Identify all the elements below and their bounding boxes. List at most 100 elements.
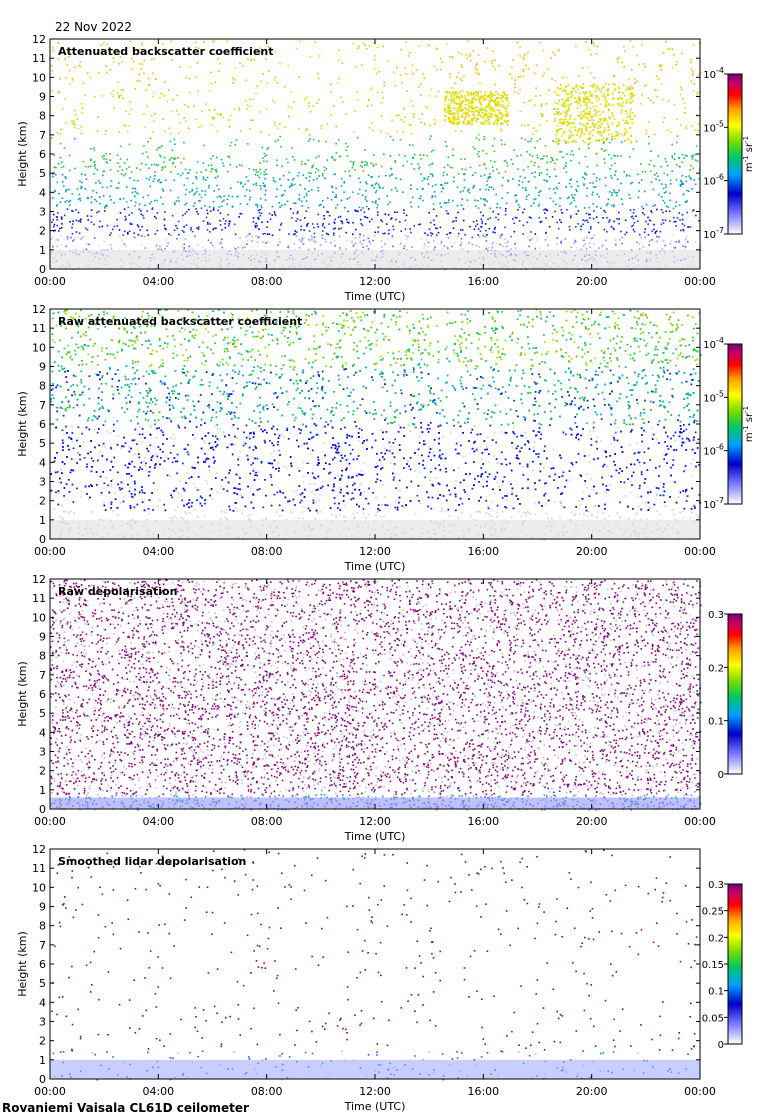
- heatmap-cell: [282, 174, 285, 177]
- cloud-cell: [450, 92, 453, 94]
- heatmap-cell: [87, 197, 90, 199]
- heatmap-cell: [654, 232, 657, 234]
- cloud-cell: [585, 122, 588, 125]
- heatmap-cell: [543, 155, 545, 157]
- heatmap-cell: [293, 159, 296, 161]
- heatmap-cell: [121, 61, 123, 63]
- heatmap-cell: [267, 146, 270, 149]
- heatmap-cell: [210, 82, 213, 85]
- cloud-cell: [497, 93, 499, 96]
- heatmap-cell: [518, 206, 521, 208]
- heatmap-cell: [255, 235, 257, 237]
- heatmap-cell: [513, 90, 516, 93]
- heatmap-cell: [311, 240, 313, 242]
- heatmap-cell: [195, 41, 197, 44]
- heatmap-cell: [592, 203, 594, 205]
- heatmap-cell: [652, 188, 655, 191]
- heatmap-cell: [255, 184, 258, 187]
- heatmap-cell: [643, 213, 646, 216]
- heatmap-cell: [571, 196, 574, 199]
- y-tick-label: 7: [39, 129, 46, 142]
- colorbar-tick-label: 10-5: [703, 119, 724, 134]
- heatmap-cell: [216, 130, 219, 133]
- cloud-cell: [584, 128, 587, 130]
- heatmap-cell: [354, 110, 356, 112]
- cloud-cell: [557, 113, 559, 116]
- heatmap-cell: [318, 98, 321, 101]
- cloud-cell: [603, 127, 606, 129]
- heatmap-cell: [226, 170, 229, 173]
- heatmap-cell: [565, 171, 568, 174]
- heatmap-cell: [128, 230, 131, 233]
- heatmap-cell: [675, 241, 677, 243]
- heatmap-cell: [210, 158, 212, 160]
- cloud-cell: [570, 126, 573, 129]
- heatmap-cell: [512, 178, 514, 180]
- heatmap-cell: [121, 169, 124, 171]
- heatmap-cell: [257, 171, 260, 173]
- heatmap-cell: [116, 154, 119, 156]
- heatmap-cell: [86, 72, 89, 74]
- heatmap-cell: [375, 182, 378, 184]
- cloud-cell: [470, 101, 473, 103]
- heatmap-cell: [306, 96, 308, 99]
- heatmap-cell: [185, 76, 187, 79]
- heatmap-cell: [496, 242, 498, 245]
- heatmap-cell: [140, 210, 142, 212]
- cloud-cell: [446, 95, 448, 98]
- heatmap-cell: [621, 203, 624, 205]
- heatmap-cell: [600, 118, 603, 121]
- heatmap-cell: [616, 194, 618, 197]
- cloud-cell: [450, 101, 453, 103]
- heatmap-cell: [352, 233, 354, 236]
- heatmap-cell: [482, 234, 485, 237]
- heatmap-cell: [689, 177, 692, 179]
- heatmap-cell: [634, 82, 636, 84]
- heatmap-cell: [514, 79, 516, 81]
- heatmap-cell: [385, 223, 388, 225]
- heatmap-cell: [68, 204, 71, 206]
- heatmap-cell: [298, 199, 301, 201]
- heatmap-cell: [483, 203, 486, 206]
- y-tick-label: 5: [39, 167, 46, 180]
- heatmap-cell: [640, 237, 642, 239]
- heatmap-cell: [260, 206, 263, 209]
- heatmap-cell: [514, 194, 516, 197]
- heatmap-cell: [128, 166, 130, 168]
- cloud-cell: [470, 91, 472, 94]
- heatmap-cell: [585, 41, 587, 44]
- heatmap-cell: [687, 190, 690, 192]
- heatmap-cell: [441, 248, 444, 250]
- heatmap-cell: [570, 159, 572, 162]
- heatmap-cell: [177, 196, 180, 199]
- heatmap-cell: [354, 169, 356, 171]
- cloud-cell: [488, 118, 490, 121]
- heatmap-cell: [493, 161, 496, 163]
- heatmap-cell: [331, 157, 334, 159]
- heatmap-cell: [449, 73, 451, 75]
- heatmap-cell: [293, 101, 295, 103]
- heatmap-cell: [141, 226, 143, 228]
- heatmap-cell: [669, 131, 672, 134]
- heatmap-cell: [361, 224, 364, 227]
- heatmap-cell: [61, 173, 64, 176]
- heatmap-cell: [122, 234, 125, 236]
- heatmap-cell: [575, 45, 577, 48]
- heatmap-cell: [246, 203, 249, 205]
- heatmap-cell: [375, 200, 377, 202]
- heatmap-cell: [509, 73, 511, 75]
- heatmap-cell: [693, 90, 695, 92]
- heatmap-cell: [298, 197, 300, 200]
- heatmap-cell: [99, 182, 101, 184]
- heatmap-cell: [90, 215, 93, 218]
- heatmap-cell: [195, 118, 198, 121]
- heatmap-cell: [686, 155, 688, 157]
- y-tick-label: 0: [39, 263, 46, 276]
- heatmap-cell: [560, 209, 563, 211]
- heatmap-cell: [308, 238, 310, 241]
- heatmap-cell: [150, 200, 153, 203]
- cloud-cell: [504, 114, 507, 117]
- heatmap-cell: [684, 247, 686, 249]
- heatmap-cell: [614, 155, 617, 157]
- heatmap-cell: [354, 66, 357, 68]
